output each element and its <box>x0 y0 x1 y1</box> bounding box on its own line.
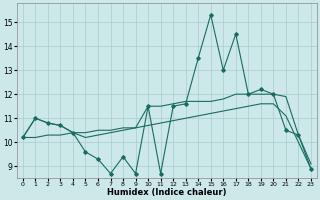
X-axis label: Humidex (Indice chaleur): Humidex (Indice chaleur) <box>107 188 227 197</box>
